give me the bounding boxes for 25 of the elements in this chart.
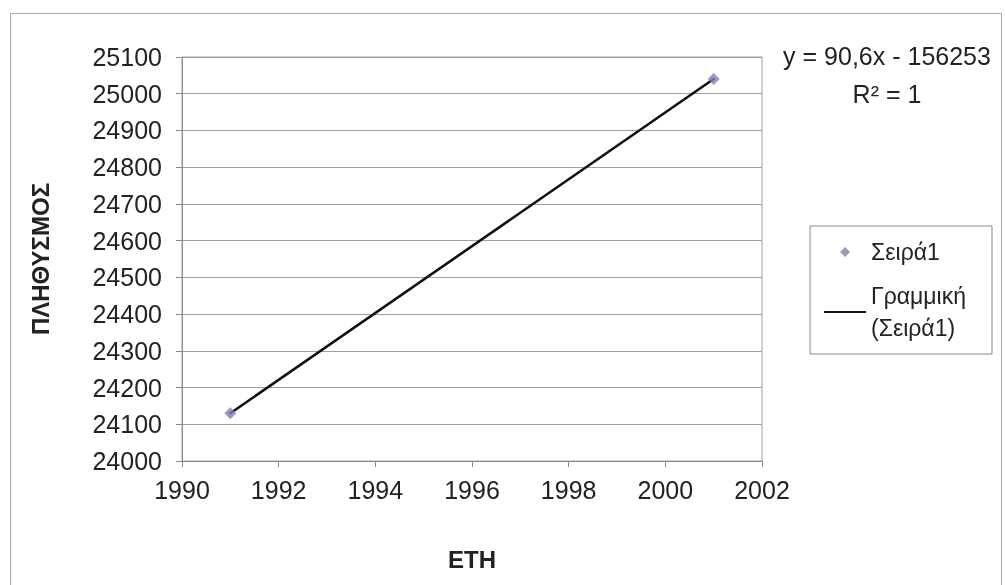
y-tick-label: 24200 <box>92 373 162 402</box>
x-tick-label: 2000 <box>637 475 694 504</box>
legend-label: Γραμμική (Σειρά1) <box>871 283 967 341</box>
y-tick-label: 25000 <box>92 79 162 108</box>
x-tick-label: 1996 <box>444 475 500 504</box>
y-tick-label: 24300 <box>92 336 162 365</box>
y-tick-label: 24700 <box>92 189 162 218</box>
x-tick-label: 1998 <box>540 475 597 504</box>
y-axis-title: ΠΛΗΘΥΣΜΟΣ <box>26 182 54 336</box>
x-tick-label: 2002 <box>734 475 790 504</box>
text: R² = 1 <box>852 79 922 108</box>
y-tick-label: 24500 <box>92 263 162 292</box>
text: y = 90,6x - 156253 <box>783 41 991 70</box>
x-tick-label: 1994 <box>347 475 404 504</box>
y-tick-label: 25100 <box>92 43 162 71</box>
y-tick-label: 24000 <box>92 447 162 475</box>
y-tick-label: 24400 <box>92 300 162 329</box>
y-tick-label: 24900 <box>92 116 162 145</box>
y-tick-label: 24600 <box>92 226 162 255</box>
x-tick-label: 1992 <box>250 475 307 504</box>
x-tick-label: 1990 <box>154 475 210 504</box>
x-axis-title: ΕΤΗ <box>448 545 496 573</box>
y-tick-label: 24800 <box>92 153 162 182</box>
legend-label: Σειρά1 <box>871 239 940 265</box>
y-tick-label: 24100 <box>92 410 162 439</box>
